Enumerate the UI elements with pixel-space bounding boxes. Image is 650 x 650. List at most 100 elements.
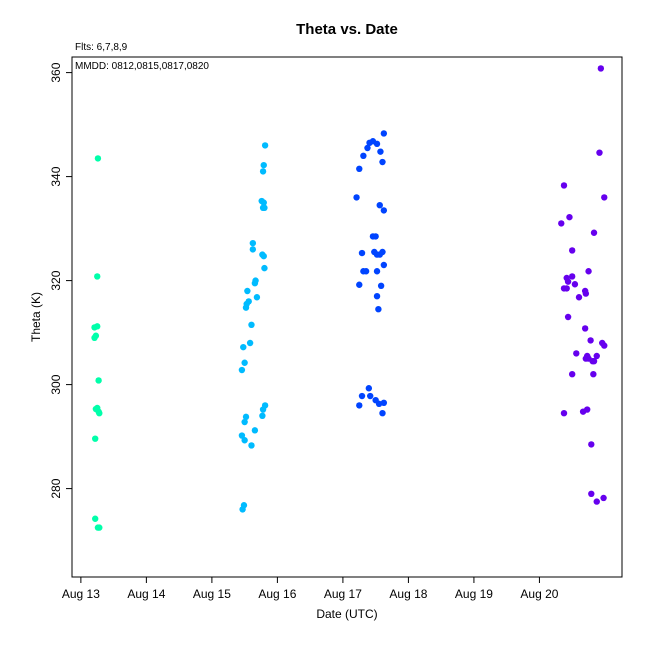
data-point [372,233,379,240]
data-point [259,412,266,419]
data-point [356,281,363,288]
data-point [358,392,366,400]
data-point [593,352,600,360]
data-point [380,130,388,137]
x-tick-label: Aug 14 [127,587,165,601]
data-point [560,410,568,417]
data-point [380,207,388,214]
data-point [259,406,267,413]
data-point [92,435,99,442]
y-axis: 280 300 320 340 360 [49,62,72,499]
data-point [590,371,597,378]
data-point [364,144,371,152]
data-point [96,524,103,531]
data-point [367,392,374,400]
data-point [251,280,259,287]
data-point [379,158,386,166]
data-point [94,323,101,330]
x-tick-label: Aug 15 [193,587,231,601]
data-point [377,148,384,155]
x-tick-label: Aug 20 [520,587,558,601]
data-point [251,427,259,434]
data-point [568,371,576,378]
flights-annotation: Flts: 6,7,8,9 [75,42,128,53]
data-point [358,249,366,257]
data-point [356,402,363,409]
chart-title: Theta vs. Date [296,21,398,38]
data-point [375,306,382,313]
y-tick-label: 320 [49,270,63,290]
y-tick-label: 300 [49,374,63,394]
data-point [560,182,568,189]
data-point [373,293,381,300]
data-point [249,246,257,253]
x-axis-label: Date (UTC) [316,607,377,621]
data-point [376,202,383,209]
data-point [246,339,254,347]
data-point [573,350,580,357]
dates-annotation: MMDD: 0812,0815,0817,0820 [75,61,209,72]
plot-frame [71,56,623,578]
data-point [260,199,267,206]
data-point [585,268,592,275]
data-point [91,334,98,341]
data-point [353,194,360,201]
data-point [380,399,388,406]
data-point [96,410,103,417]
data-point [377,282,385,289]
data-point [564,313,572,321]
data-point [94,155,102,162]
data-points [91,65,608,531]
data-point [242,413,250,421]
data-point [362,268,370,275]
data-point [261,204,268,211]
data-point [587,337,594,344]
data-point [588,490,595,497]
data-point [253,294,261,301]
data-point [568,273,576,280]
y-tick-label: 280 [49,478,63,498]
x-tick-label: Aug 16 [258,587,296,601]
data-point [601,342,608,349]
data-point [373,268,381,275]
data-point [375,400,383,408]
data-point [260,161,267,169]
data-point [94,273,101,280]
data-point [579,408,587,415]
x-tick-label: Aug 13 [62,587,100,601]
data-point [575,294,583,301]
data-point [566,213,573,221]
data-point [241,359,248,366]
x-tick-label: Aug 17 [324,587,362,601]
data-point [260,252,267,260]
y-tick-label: 340 [49,166,63,186]
data-point [241,437,248,444]
x-axis: Aug 13 Aug 14 Aug 15 Aug 16 Aug 17 Aug 18 Aug … [62,577,559,601]
data-point [590,358,598,365]
data-point [248,321,255,328]
data-point [588,441,595,448]
data-point [261,142,269,149]
data-point [360,152,367,159]
data-point [581,325,589,332]
data-point [365,385,373,392]
data-point [568,247,576,254]
data-point [238,432,246,439]
data-point [600,494,607,502]
data-point [244,287,251,295]
data-point [239,506,246,513]
data-point [248,442,255,449]
data-point [242,304,250,311]
data-point [373,140,381,148]
data-point [241,418,248,426]
data-point [356,165,363,172]
data-point [92,515,99,522]
data-point [601,194,608,201]
data-point [380,261,388,269]
data-point [240,343,247,351]
x-tick-label: Aug 19 [455,587,493,601]
data-point [249,239,257,247]
x-tick-label: Aug 18 [389,587,427,601]
data-point [593,498,600,505]
